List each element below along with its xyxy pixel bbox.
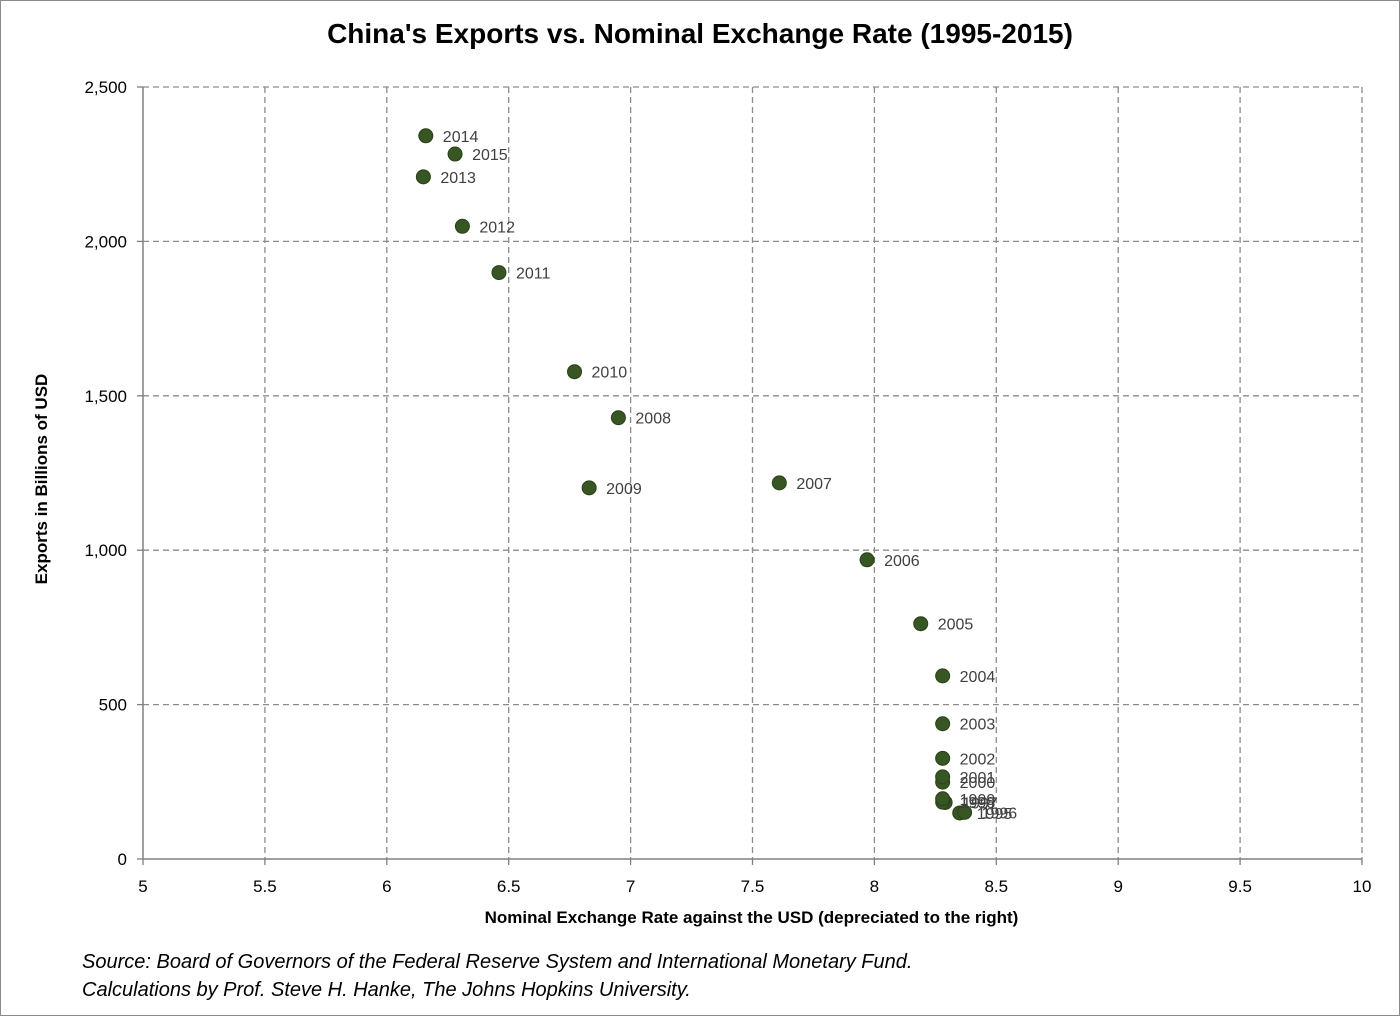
y-tick-label: 1,000 bbox=[84, 541, 127, 560]
data-point-2015 bbox=[447, 146, 463, 162]
data-label-2012: 2012 bbox=[479, 219, 515, 236]
data-point-2002 bbox=[935, 750, 951, 766]
data-point-2014 bbox=[418, 128, 434, 144]
data-label-2001: 2001 bbox=[960, 770, 996, 787]
data-point-2001 bbox=[935, 769, 951, 785]
data-label-2008: 2008 bbox=[635, 411, 671, 428]
data-label-2014: 2014 bbox=[443, 129, 479, 146]
data-label-2003: 2003 bbox=[960, 717, 996, 734]
data-point-2003 bbox=[935, 716, 951, 732]
x-tick-label: 9 bbox=[1113, 877, 1122, 896]
chart-title: China's Exports vs. Nominal Exchange Rat… bbox=[327, 18, 1073, 49]
x-tick-label: 8 bbox=[870, 877, 879, 896]
x-tick-label: 8.5 bbox=[984, 877, 1008, 896]
data-point-2007 bbox=[771, 475, 787, 491]
grid-lines bbox=[143, 86, 1363, 859]
x-tick-label: 7.5 bbox=[741, 877, 765, 896]
source-line-1: Source: Board of Governors of the Federa… bbox=[82, 951, 913, 973]
data-point-2013 bbox=[415, 169, 431, 185]
data-point-2012 bbox=[454, 218, 470, 234]
data-label-2002: 2002 bbox=[960, 751, 996, 768]
data-label-2010: 2010 bbox=[592, 365, 628, 382]
data-point-2008 bbox=[610, 410, 626, 426]
data-label-2005: 2005 bbox=[938, 617, 974, 634]
data-point-2009 bbox=[581, 480, 597, 496]
data-points bbox=[415, 128, 973, 821]
source-note: Source: Board of Governors of the Federa… bbox=[82, 948, 912, 1004]
data-label-2013: 2013 bbox=[440, 170, 476, 187]
x-tick-label: 5.5 bbox=[253, 877, 277, 896]
y-tick-label: 0 bbox=[118, 850, 127, 869]
data-label-1997: 1997 bbox=[962, 795, 998, 812]
data-label-2000: 2000 bbox=[960, 775, 996, 792]
data-label-1998: 1998 bbox=[960, 795, 996, 812]
x-tick-label: 5 bbox=[138, 877, 147, 896]
data-label-1999: 1999 bbox=[960, 792, 996, 809]
x-tick-label: 6 bbox=[382, 877, 391, 896]
y-tick-label: 500 bbox=[99, 696, 127, 715]
y-tick-label: 1,500 bbox=[84, 387, 127, 406]
data-point-2006 bbox=[859, 552, 875, 568]
x-axis-title: Nominal Exchange Rate against the USD (d… bbox=[485, 908, 1019, 927]
data-label-1996: 1996 bbox=[982, 805, 1018, 822]
x-tick-labels: 5 5.5 6 6.5 7 7.5 8 8.5 9 9.5 10 bbox=[138, 877, 1371, 896]
data-label-2007: 2007 bbox=[796, 476, 832, 493]
data-label-1995: 1995 bbox=[977, 806, 1013, 823]
axes bbox=[137, 86, 1363, 865]
data-label-2015: 2015 bbox=[472, 147, 508, 164]
source-line-2: Calculations by Prof. Steve H. Hanke, Th… bbox=[82, 979, 691, 1001]
data-point-2011 bbox=[491, 265, 507, 281]
y-tick-label: 2,500 bbox=[84, 78, 127, 97]
x-tick-label: 6.5 bbox=[497, 877, 521, 896]
data-label-2011: 2011 bbox=[516, 266, 551, 283]
data-point-2010 bbox=[567, 364, 583, 380]
y-axis-title: Exports in Billions of USD bbox=[32, 374, 51, 585]
data-point-2005 bbox=[913, 616, 929, 632]
data-label-2009: 2009 bbox=[606, 481, 642, 498]
data-point-1999 bbox=[935, 791, 951, 807]
data-label-2006: 2006 bbox=[884, 553, 920, 570]
data-point-1996 bbox=[957, 804, 973, 820]
y-tick-labels: 0 500 1,000 1,500 2,000 2,500 bbox=[84, 78, 127, 869]
x-tick-label: 10 bbox=[1353, 877, 1372, 896]
x-tick-label: 9.5 bbox=[1228, 877, 1252, 896]
y-tick-label: 2,000 bbox=[84, 232, 127, 251]
data-point-2004 bbox=[935, 668, 951, 684]
data-label-2004: 2004 bbox=[960, 669, 996, 686]
x-tick-label: 7 bbox=[626, 877, 635, 896]
